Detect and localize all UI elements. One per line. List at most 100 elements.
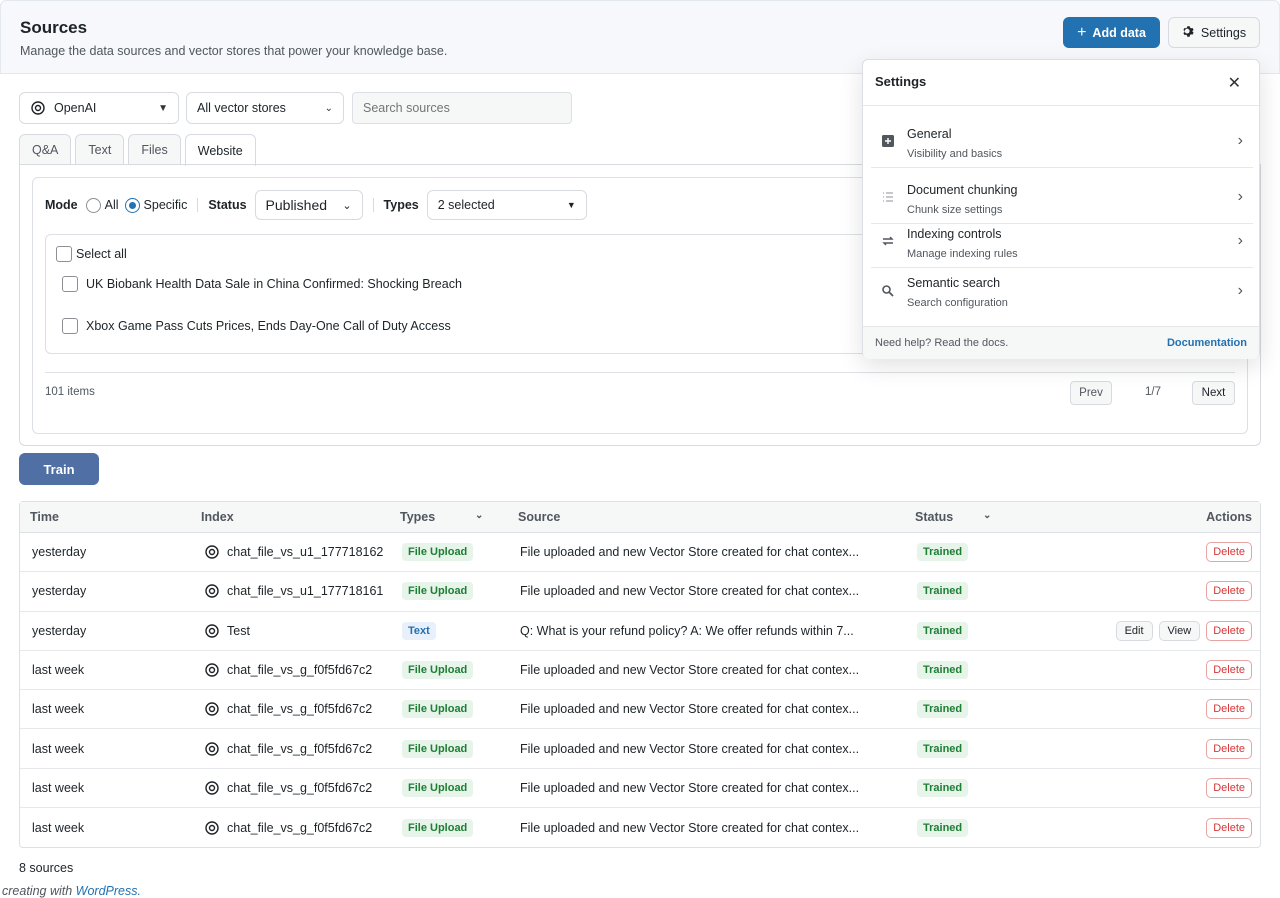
tab-qa[interactable]: Q&A bbox=[19, 134, 72, 165]
openai-icon bbox=[204, 544, 220, 560]
row-source: File uploaded and new Vector Store creat… bbox=[520, 663, 860, 678]
search-icon bbox=[881, 284, 895, 298]
documentation-link[interactable]: Documentation bbox=[1166, 337, 1247, 349]
openai-icon bbox=[204, 662, 220, 678]
row-index: chat_file_vs_g_f0f5fd67c2 bbox=[204, 780, 372, 796]
settings-item-search[interactable]: Semantic search Search configuration › bbox=[871, 268, 1253, 318]
row-time: last week bbox=[32, 741, 85, 756]
types-select[interactable]: 2 selected ▼ bbox=[426, 190, 587, 220]
close-icon[interactable]: ✕ bbox=[1227, 75, 1241, 92]
wp-credit: creating with WordPress. bbox=[2, 884, 141, 898]
row-source: File uploaded and new Vector Store creat… bbox=[520, 584, 860, 599]
mode-label: Mode bbox=[45, 198, 78, 212]
delete-button[interactable]: Delete bbox=[1206, 660, 1252, 681]
delete-button[interactable]: Delete bbox=[1206, 738, 1252, 759]
divider bbox=[45, 372, 1235, 373]
settings-button[interactable]: Settings bbox=[1168, 17, 1260, 48]
sources-table: Time Index Types ⌄ Source Status ⌄ Actio… bbox=[19, 501, 1261, 849]
settings-item-general[interactable]: General Visibility and basics › bbox=[871, 112, 1253, 168]
type-badge: File Upload bbox=[402, 661, 474, 680]
view-button[interactable]: View bbox=[1158, 620, 1201, 641]
openai-icon bbox=[204, 741, 220, 757]
chevron-right-icon: › bbox=[1237, 132, 1243, 149]
delete-button[interactable]: Delete bbox=[1206, 620, 1252, 641]
row-time: last week bbox=[32, 663, 85, 678]
openai-icon bbox=[204, 623, 220, 639]
gear-icon bbox=[1182, 25, 1195, 41]
row-index: chat_file_vs_g_f0f5fd67c2 bbox=[204, 820, 372, 836]
row-time: last week bbox=[32, 820, 85, 835]
item-checkbox[interactable] bbox=[62, 318, 78, 334]
list-item: Xbox Game Pass Cuts Prices, Ends Day-One… bbox=[62, 318, 451, 334]
row-source: File uploaded and new Vector Store creat… bbox=[520, 820, 860, 835]
divider bbox=[372, 198, 374, 212]
edit-button[interactable]: Edit bbox=[1115, 620, 1153, 641]
type-badge: File Upload bbox=[402, 582, 474, 601]
chevron-right-icon: › bbox=[1237, 282, 1243, 299]
tab-text[interactable]: Text bbox=[75, 134, 125, 165]
col-index: Index bbox=[201, 510, 234, 524]
status-badge: Trained bbox=[917, 700, 969, 719]
caret-down-icon: ▼ bbox=[566, 200, 576, 210]
table-row: yesterday chat_file_vs_u1_177718162 File U… bbox=[20, 533, 1260, 573]
prev-button[interactable]: Prev bbox=[1070, 381, 1112, 405]
openai-icon bbox=[204, 780, 220, 796]
type-badge: File Upload bbox=[402, 778, 474, 797]
col-types[interactable]: Types bbox=[400, 510, 436, 524]
chevron-down-icon: ⌄ bbox=[324, 102, 333, 114]
page-subtitle: Manage the data sources and vector store… bbox=[20, 44, 448, 58]
table-row: yesterday Test Text Q: What is your refund … bbox=[20, 612, 1260, 651]
chevron-down-icon[interactable]: ⌄ bbox=[983, 510, 992, 521]
row-source: File uploaded and new Vector Store creat… bbox=[520, 741, 860, 756]
list-item: UK Biobank Health Data Sale in China Con… bbox=[62, 276, 462, 292]
table-header: Time Index Types ⌄ Source Status ⌄ Actio… bbox=[20, 502, 1260, 533]
tab-files[interactable]: Files bbox=[128, 134, 181, 165]
provider-select[interactable]: OpenAI ▼ bbox=[19, 92, 179, 124]
settings-item-chunking[interactable]: Document chunking Chunk size settings › bbox=[871, 168, 1253, 224]
select-all-checkbox[interactable] bbox=[56, 246, 72, 262]
type-badge: File Upload bbox=[402, 543, 474, 562]
delete-button[interactable]: Delete bbox=[1206, 581, 1252, 602]
vector-store-select[interactable]: All vector stores ⌄ bbox=[186, 92, 344, 124]
tab-website[interactable]: Website bbox=[184, 134, 256, 166]
wordpress-link[interactable]: WordPress. bbox=[75, 884, 141, 898]
row-source: File uploaded and new Vector Store creat… bbox=[520, 702, 860, 717]
next-button[interactable]: Next bbox=[1192, 381, 1235, 405]
delete-button[interactable]: Delete bbox=[1206, 817, 1252, 838]
page-title: Sources bbox=[20, 18, 88, 37]
col-status[interactable]: Status bbox=[915, 510, 954, 524]
col-time: Time bbox=[30, 510, 59, 524]
openai-icon bbox=[30, 100, 46, 116]
search-input[interactable] bbox=[352, 92, 572, 124]
item-checkbox[interactable] bbox=[62, 276, 78, 292]
delete-button[interactable]: Delete bbox=[1206, 777, 1252, 798]
train-button[interactable]: Train bbox=[19, 453, 99, 485]
select-all-row: Select all bbox=[56, 246, 127, 262]
type-badge: File Upload bbox=[402, 700, 474, 719]
settings-item-indexing[interactable]: Indexing controls Manage indexing rules … bbox=[871, 219, 1253, 268]
mode-all-radio[interactable] bbox=[85, 197, 101, 213]
status-badge: Trained bbox=[917, 621, 969, 640]
chevron-right-icon: › bbox=[1237, 188, 1243, 205]
general-icon bbox=[881, 134, 895, 148]
delete-button[interactable]: Delete bbox=[1206, 542, 1252, 563]
row-time: yesterday bbox=[32, 584, 87, 599]
chevron-down-icon: ⌄ bbox=[342, 199, 352, 212]
row-actions: Delete bbox=[1206, 777, 1252, 798]
plus-icon: + bbox=[1077, 23, 1087, 41]
delete-button[interactable]: Delete bbox=[1206, 699, 1252, 720]
table-row: last week chat_file_vs_g_f0f5fd67c2 File U… bbox=[20, 729, 1260, 769]
row-index: chat_file_vs_u1_177718161 bbox=[204, 583, 383, 599]
row-index: chat_file_vs_u1_177718162 bbox=[204, 544, 383, 560]
tab-panel bbox=[19, 164, 1261, 446]
add-data-button[interactable]: + Add data bbox=[1063, 17, 1160, 48]
status-badge: Trained bbox=[917, 818, 969, 837]
row-index: chat_file_vs_g_f0f5fd67c2 bbox=[204, 701, 372, 717]
chevron-down-icon[interactable]: ⌄ bbox=[475, 510, 484, 521]
status-badge: Trained bbox=[917, 582, 969, 601]
status-select[interactable]: Published ⌄ bbox=[254, 190, 363, 220]
mode-specific-radio[interactable] bbox=[124, 197, 140, 213]
mode-specific-label: Specific bbox=[143, 198, 188, 212]
table-row: last week chat_file_vs_g_f0f5fd67c2 File U… bbox=[20, 808, 1260, 847]
help-text: Need help? Read the docs. bbox=[875, 337, 1009, 349]
